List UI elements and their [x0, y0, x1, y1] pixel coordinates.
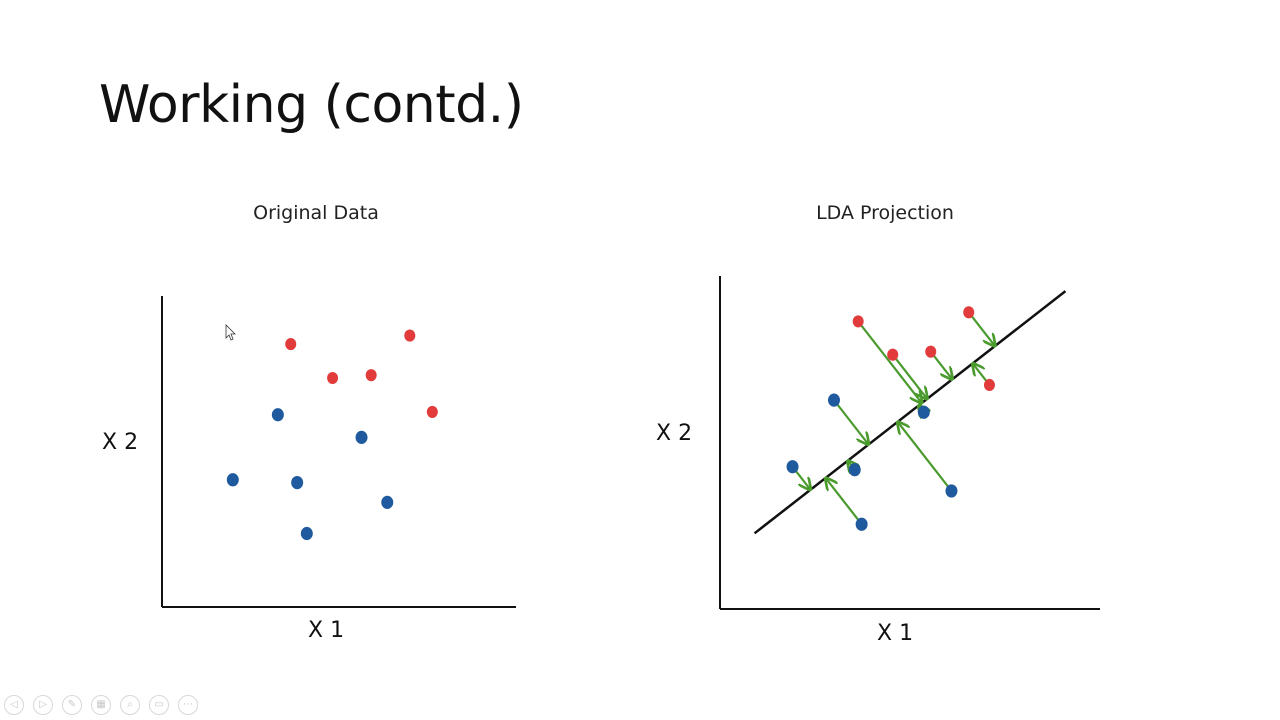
- original-blue-point: [226, 473, 239, 487]
- projection-arrow: [898, 422, 953, 492]
- lda-blue-point: [855, 517, 868, 531]
- lda-red-point: [963, 306, 975, 319]
- projection-arrow: [929, 351, 953, 380]
- lda-projection-line: [753, 290, 1067, 535]
- lda-blue-point: [786, 460, 799, 474]
- lda-red-point: [887, 348, 899, 361]
- original-data-title: Original Data: [253, 202, 379, 224]
- lda-projection-chart: X 1 X 2: [656, 276, 1100, 646]
- original-blue-point: [271, 408, 284, 422]
- lda-blue-point: [828, 393, 840, 407]
- original-blue-point: [355, 430, 368, 444]
- original-blue-point: [381, 495, 394, 509]
- original-red-point: [285, 338, 297, 351]
- lda-projection-title: LDA Projection: [816, 202, 954, 224]
- presentation-toolbar: ◁ ▷ ✎ ▦ ⌕ ▭ ⋯: [4, 694, 198, 716]
- lda-red-point: [925, 345, 937, 358]
- projection-arrow: [967, 311, 995, 346]
- original-blue-point: [300, 526, 313, 541]
- original-red-point: [426, 405, 438, 418]
- zoom-icon[interactable]: ⌕: [120, 695, 140, 715]
- projection-arrow: [826, 478, 863, 525]
- original-red-point: [365, 369, 377, 382]
- projection-arrow: [857, 320, 922, 403]
- right-x-axis-label: X 1: [877, 621, 913, 646]
- lda-red-point: [852, 315, 864, 328]
- original-blue-point: [291, 476, 304, 490]
- lda-blue-point: [945, 484, 958, 498]
- projection-arrow: [833, 399, 869, 444]
- more-options-icon[interactable]: ⋯: [178, 695, 198, 715]
- projection-arrow: [891, 354, 927, 399]
- pen-icon[interactable]: ✎: [62, 695, 82, 715]
- lda-blue-point: [917, 405, 930, 419]
- original-data-chart: X 1 X 2: [102, 296, 516, 643]
- mouse-cursor-icon: [225, 324, 236, 341]
- lda-red-point: [983, 378, 995, 392]
- slides-grid-icon[interactable]: ▦: [91, 695, 111, 715]
- slide-title: Working (contd.): [99, 75, 524, 135]
- original-red-point: [327, 371, 339, 385]
- original-red-point: [404, 329, 416, 342]
- subtitles-icon[interactable]: ▭: [149, 695, 169, 715]
- left-y-axis-label: X 2: [102, 430, 138, 455]
- right-y-axis-label: X 2: [656, 421, 692, 446]
- left-x-axis-label: X 1: [308, 618, 344, 643]
- next-slide-icon[interactable]: ▷: [33, 695, 53, 715]
- previous-slide-icon[interactable]: ◁: [4, 695, 24, 715]
- lda-blue-point: [848, 463, 861, 477]
